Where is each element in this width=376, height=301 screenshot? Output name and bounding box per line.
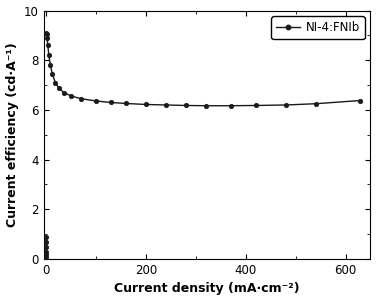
- Legend: NI-4:FNIb: NI-4:FNIb: [271, 17, 365, 39]
- Y-axis label: Current efficiency (cd·A⁻¹): Current efficiency (cd·A⁻¹): [6, 42, 18, 227]
- X-axis label: Current density (mA·cm⁻²): Current density (mA·cm⁻²): [114, 282, 300, 296]
